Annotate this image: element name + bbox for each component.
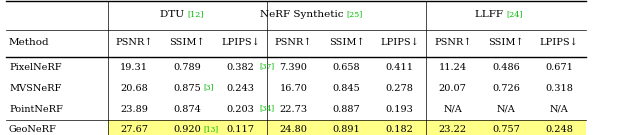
Text: 0.874: 0.874 <box>173 104 201 114</box>
Text: 0.382: 0.382 <box>227 63 254 72</box>
Text: GeoNeRF: GeoNeRF <box>9 125 57 134</box>
Text: Method: Method <box>9 38 49 47</box>
Text: 0.248: 0.248 <box>545 125 573 134</box>
Text: [12]: [12] <box>187 10 204 18</box>
Text: 0.757: 0.757 <box>492 125 520 134</box>
Text: MVSNeRF: MVSNeRF <box>9 84 61 93</box>
Text: 23.22: 23.22 <box>439 125 467 134</box>
Text: [25]: [25] <box>347 10 363 18</box>
Bar <box>320 120 373 135</box>
Text: 0.891: 0.891 <box>333 125 360 134</box>
Text: 0.182: 0.182 <box>386 125 413 134</box>
Text: SSIM↑: SSIM↑ <box>329 38 364 47</box>
Bar <box>214 120 267 135</box>
Text: 0.789: 0.789 <box>173 63 201 72</box>
Text: 27.67: 27.67 <box>120 125 148 134</box>
Text: 0.278: 0.278 <box>386 84 413 93</box>
Text: SSIM↑: SSIM↑ <box>488 38 524 47</box>
Text: PSNR↑: PSNR↑ <box>275 38 312 47</box>
Text: PSNR↑: PSNR↑ <box>434 38 472 47</box>
Text: 20.68: 20.68 <box>120 84 148 93</box>
Bar <box>426 120 479 135</box>
Text: [13]: [13] <box>204 125 218 133</box>
Text: N/A: N/A <box>444 104 462 114</box>
Text: 7.390: 7.390 <box>280 63 307 72</box>
Text: LPIPS↓: LPIPS↓ <box>221 38 260 47</box>
Bar <box>108 120 161 135</box>
Text: 22.73: 22.73 <box>280 104 307 114</box>
Text: PixelNeRF: PixelNeRF <box>9 63 61 72</box>
Text: 16.70: 16.70 <box>280 84 307 93</box>
Bar <box>373 120 426 135</box>
Text: DTU: DTU <box>160 10 187 19</box>
Text: 0.726: 0.726 <box>492 84 520 93</box>
Text: 0.117: 0.117 <box>227 125 254 134</box>
Text: [24]: [24] <box>506 10 522 18</box>
Text: 24.80: 24.80 <box>280 125 307 134</box>
Text: 11.24: 11.24 <box>439 63 467 72</box>
Text: 0.887: 0.887 <box>333 104 360 114</box>
Text: PointNeRF: PointNeRF <box>9 104 63 114</box>
Text: [34]: [34] <box>259 104 274 112</box>
Text: 0.671: 0.671 <box>545 63 573 72</box>
Text: 0.920: 0.920 <box>173 125 201 134</box>
Text: 0.658: 0.658 <box>333 63 360 72</box>
Text: [37]: [37] <box>259 63 274 70</box>
Bar <box>161 120 214 135</box>
Bar <box>267 120 320 135</box>
Text: LLFF: LLFF <box>475 10 506 19</box>
Text: N/A: N/A <box>550 104 568 114</box>
Text: 19.31: 19.31 <box>120 63 148 72</box>
Text: 0.203: 0.203 <box>227 104 254 114</box>
Text: SSIM↑: SSIM↑ <box>170 38 205 47</box>
Text: 0.243: 0.243 <box>227 84 254 93</box>
Text: 0.193: 0.193 <box>386 104 413 114</box>
Bar <box>532 120 586 135</box>
Text: 0.411: 0.411 <box>386 63 413 72</box>
Text: LPIPS↓: LPIPS↓ <box>540 38 579 47</box>
Text: 23.89: 23.89 <box>120 104 148 114</box>
Text: NeRF Synthetic: NeRF Synthetic <box>260 10 347 19</box>
Text: 0.486: 0.486 <box>492 63 520 72</box>
Text: [3]: [3] <box>204 83 214 91</box>
Text: 0.875: 0.875 <box>173 84 201 93</box>
Bar <box>479 120 532 135</box>
Text: 0.845: 0.845 <box>333 84 360 93</box>
Text: LPIPS↓: LPIPS↓ <box>380 38 419 47</box>
Text: 20.07: 20.07 <box>439 84 467 93</box>
Text: N/A: N/A <box>497 104 515 114</box>
Text: 0.318: 0.318 <box>545 84 573 93</box>
Text: PSNR↑: PSNR↑ <box>115 38 153 47</box>
